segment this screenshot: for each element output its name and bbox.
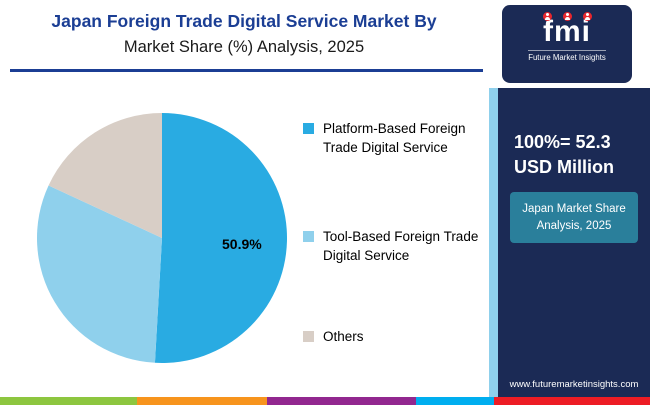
stripe-segment (266, 397, 416, 405)
website-link[interactable]: www.futuremarketinsights.com (509, 379, 639, 390)
pie-slice (48, 112, 163, 238)
market-value-stat: 100%= 52.3 USD Million (514, 130, 614, 180)
legend-label: Others (323, 329, 364, 344)
stripe-segment (494, 397, 650, 405)
pie-data-label: 50.9% (222, 236, 262, 252)
legend-label: Platform-Based Foreign Trade Digital Ser… (323, 121, 466, 155)
pie-chart (36, 112, 288, 363)
fmi-logo: fmi Future Market Insights (502, 5, 632, 83)
stripe-segment (136, 397, 267, 405)
legend-item-others: Others (303, 328, 493, 347)
legend-swatch (303, 231, 314, 242)
legend-item-platform: Platform-Based Foreign Trade Digital Ser… (303, 120, 493, 158)
title-underline (10, 69, 483, 72)
sidebar-accent-strip (489, 88, 498, 398)
stripe-segment (0, 397, 137, 405)
legend-label: Tool-Based Foreign Trade Digital Service (323, 229, 479, 263)
legend-swatch (303, 331, 314, 342)
stat-line2: USD Million (514, 157, 614, 178)
person-icon (542, 12, 552, 21)
pie-slice (36, 185, 162, 363)
footer-stripe (0, 397, 650, 405)
pie-slice (154, 113, 288, 363)
stripe-segment (416, 397, 494, 405)
logo-subtitle: Future Market Insights (528, 49, 606, 62)
logo-wordmark: fmi (543, 15, 591, 48)
legend-swatch (303, 123, 314, 134)
sidebar-panel: 100%= 52.3 USD Million Japan Market Shar… (498, 88, 650, 398)
pie-chart-container: 50.9% (36, 112, 288, 364)
legend-item-tool: Tool-Based Foreign Trade Digital Service (303, 228, 493, 266)
page-title-line2: Market Share (%) Analysis, 2025 (123, 38, 365, 56)
stat-line1: 100%= 52.3 (514, 132, 611, 152)
market-share-label-box: Japan Market Share Analysis, 2025 (510, 192, 638, 244)
logo-person-dots (542, 12, 592, 21)
person-icon (582, 12, 592, 21)
person-icon (562, 12, 572, 21)
page-title-line1: Japan Foreign Trade Digital Service Mark… (51, 11, 437, 31)
